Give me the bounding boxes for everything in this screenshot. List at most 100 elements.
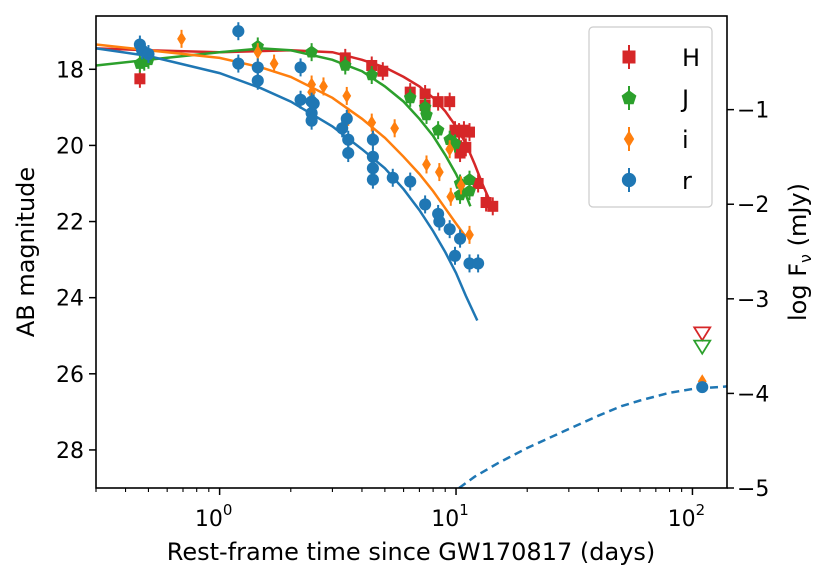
data-point-H — [366, 59, 378, 71]
data-point-H — [134, 73, 146, 85]
y-tick-label: 20 — [56, 134, 84, 159]
x-tick-base: 10 — [431, 507, 459, 532]
data-point-H — [458, 124, 470, 136]
upper-limit-H — [692, 326, 712, 343]
data-point-r — [419, 198, 432, 211]
data-point-r — [386, 171, 399, 184]
data-point-r — [251, 74, 264, 87]
data-point-i — [367, 115, 377, 130]
data-point-J — [420, 108, 433, 121]
data-point-r — [472, 257, 485, 270]
y2-tick-label: −3 — [737, 288, 769, 313]
x-tick-exponent: 1 — [459, 501, 469, 519]
data-point-i — [422, 157, 431, 172]
x-tick-exponent: 0 — [223, 501, 233, 519]
y-tick-label: 18 — [56, 58, 84, 83]
data-point-i — [177, 31, 186, 46]
data-point-H — [460, 141, 472, 153]
plot-layer — [96, 22, 727, 488]
data-point-H — [487, 200, 499, 212]
data-point-r — [142, 48, 155, 61]
data-point-r — [366, 133, 379, 146]
data-point-i — [269, 56, 279, 71]
x-tick-label: 102 — [668, 501, 706, 532]
data-point-H — [444, 96, 456, 108]
x-tick-label: 101 — [431, 501, 469, 532]
data-point-r — [366, 150, 379, 163]
data-point-H — [432, 96, 444, 108]
y-tick-label: 28 — [56, 439, 84, 464]
data-point-i — [465, 227, 474, 243]
data-point-r — [404, 175, 417, 188]
data-point-r — [454, 232, 467, 245]
data-point-r — [448, 249, 462, 262]
y2-tick-label: −1 — [737, 99, 769, 124]
data-point-i — [446, 189, 456, 204]
data-point-i — [253, 45, 263, 60]
series-H — [134, 48, 499, 216]
legend-marker-J — [621, 90, 637, 105]
data-point-J — [431, 123, 445, 136]
data-point-r — [307, 97, 320, 110]
y-tick-label: 24 — [56, 287, 84, 312]
data-point-J — [339, 58, 352, 71]
y2-tick-label: −4 — [737, 382, 769, 407]
data-point-H — [377, 65, 389, 77]
data-point-r — [232, 57, 245, 70]
x-axis-label: Rest-frame time since GW170817 (days) — [167, 538, 656, 566]
data-point-H — [472, 177, 484, 189]
y-tick-label: 26 — [56, 363, 84, 388]
y2-tick-label: −2 — [737, 193, 769, 218]
data-point-r — [294, 61, 307, 74]
model-curve-i — [96, 43, 467, 238]
legend-label-i: i — [682, 126, 689, 154]
data-point-r — [433, 215, 446, 228]
data-point-r — [294, 93, 307, 106]
x-tick-base: 10 — [668, 507, 696, 532]
x-tick-label: 100 — [195, 501, 233, 532]
legend-label-J: J — [680, 85, 689, 113]
model-curve-J — [96, 47, 472, 207]
data-point-r — [232, 25, 245, 38]
y2-tick-label: −5 — [737, 477, 769, 502]
data-point-J — [463, 173, 476, 185]
data-point-H — [480, 197, 492, 209]
data-point-r — [342, 133, 355, 146]
data-point-J — [305, 45, 318, 58]
data-point-r — [251, 61, 264, 74]
data-point-r — [366, 173, 379, 186]
model-curve-r — [96, 47, 479, 322]
series-r — [133, 22, 485, 273]
data-point-r — [336, 122, 349, 135]
data-point-H — [419, 88, 431, 100]
data-point-i — [434, 164, 444, 180]
x-tick-base: 10 — [195, 507, 223, 532]
series-i — [177, 29, 474, 244]
model-curve-H — [96, 47, 492, 204]
legend-marker-i — [623, 130, 635, 148]
x-tick-exponent: 2 — [696, 501, 706, 519]
data-point-r — [463, 257, 476, 270]
dashed-model-curve — [458, 385, 727, 488]
legend-label-H: H — [682, 44, 700, 72]
data-point-r — [443, 223, 456, 236]
data-point-r — [340, 112, 353, 125]
upper-limit-J — [692, 339, 712, 356]
data-point-i — [445, 142, 455, 157]
y-axis-label: AB magnitude — [12, 167, 40, 337]
data-point-J — [365, 68, 378, 81]
data-point-J — [463, 184, 476, 197]
data-point-r — [366, 162, 379, 175]
data-point-H — [463, 126, 475, 138]
data-point-r — [342, 146, 355, 160]
legend-label-r: r — [682, 167, 692, 195]
data-point-i — [342, 88, 352, 104]
y2-axis-label: log Fν (mJy) — [784, 183, 815, 321]
data-point-i — [456, 178, 466, 193]
data-point-J — [403, 91, 417, 104]
legend-marker-r — [621, 172, 637, 188]
data-point-i — [390, 121, 400, 136]
